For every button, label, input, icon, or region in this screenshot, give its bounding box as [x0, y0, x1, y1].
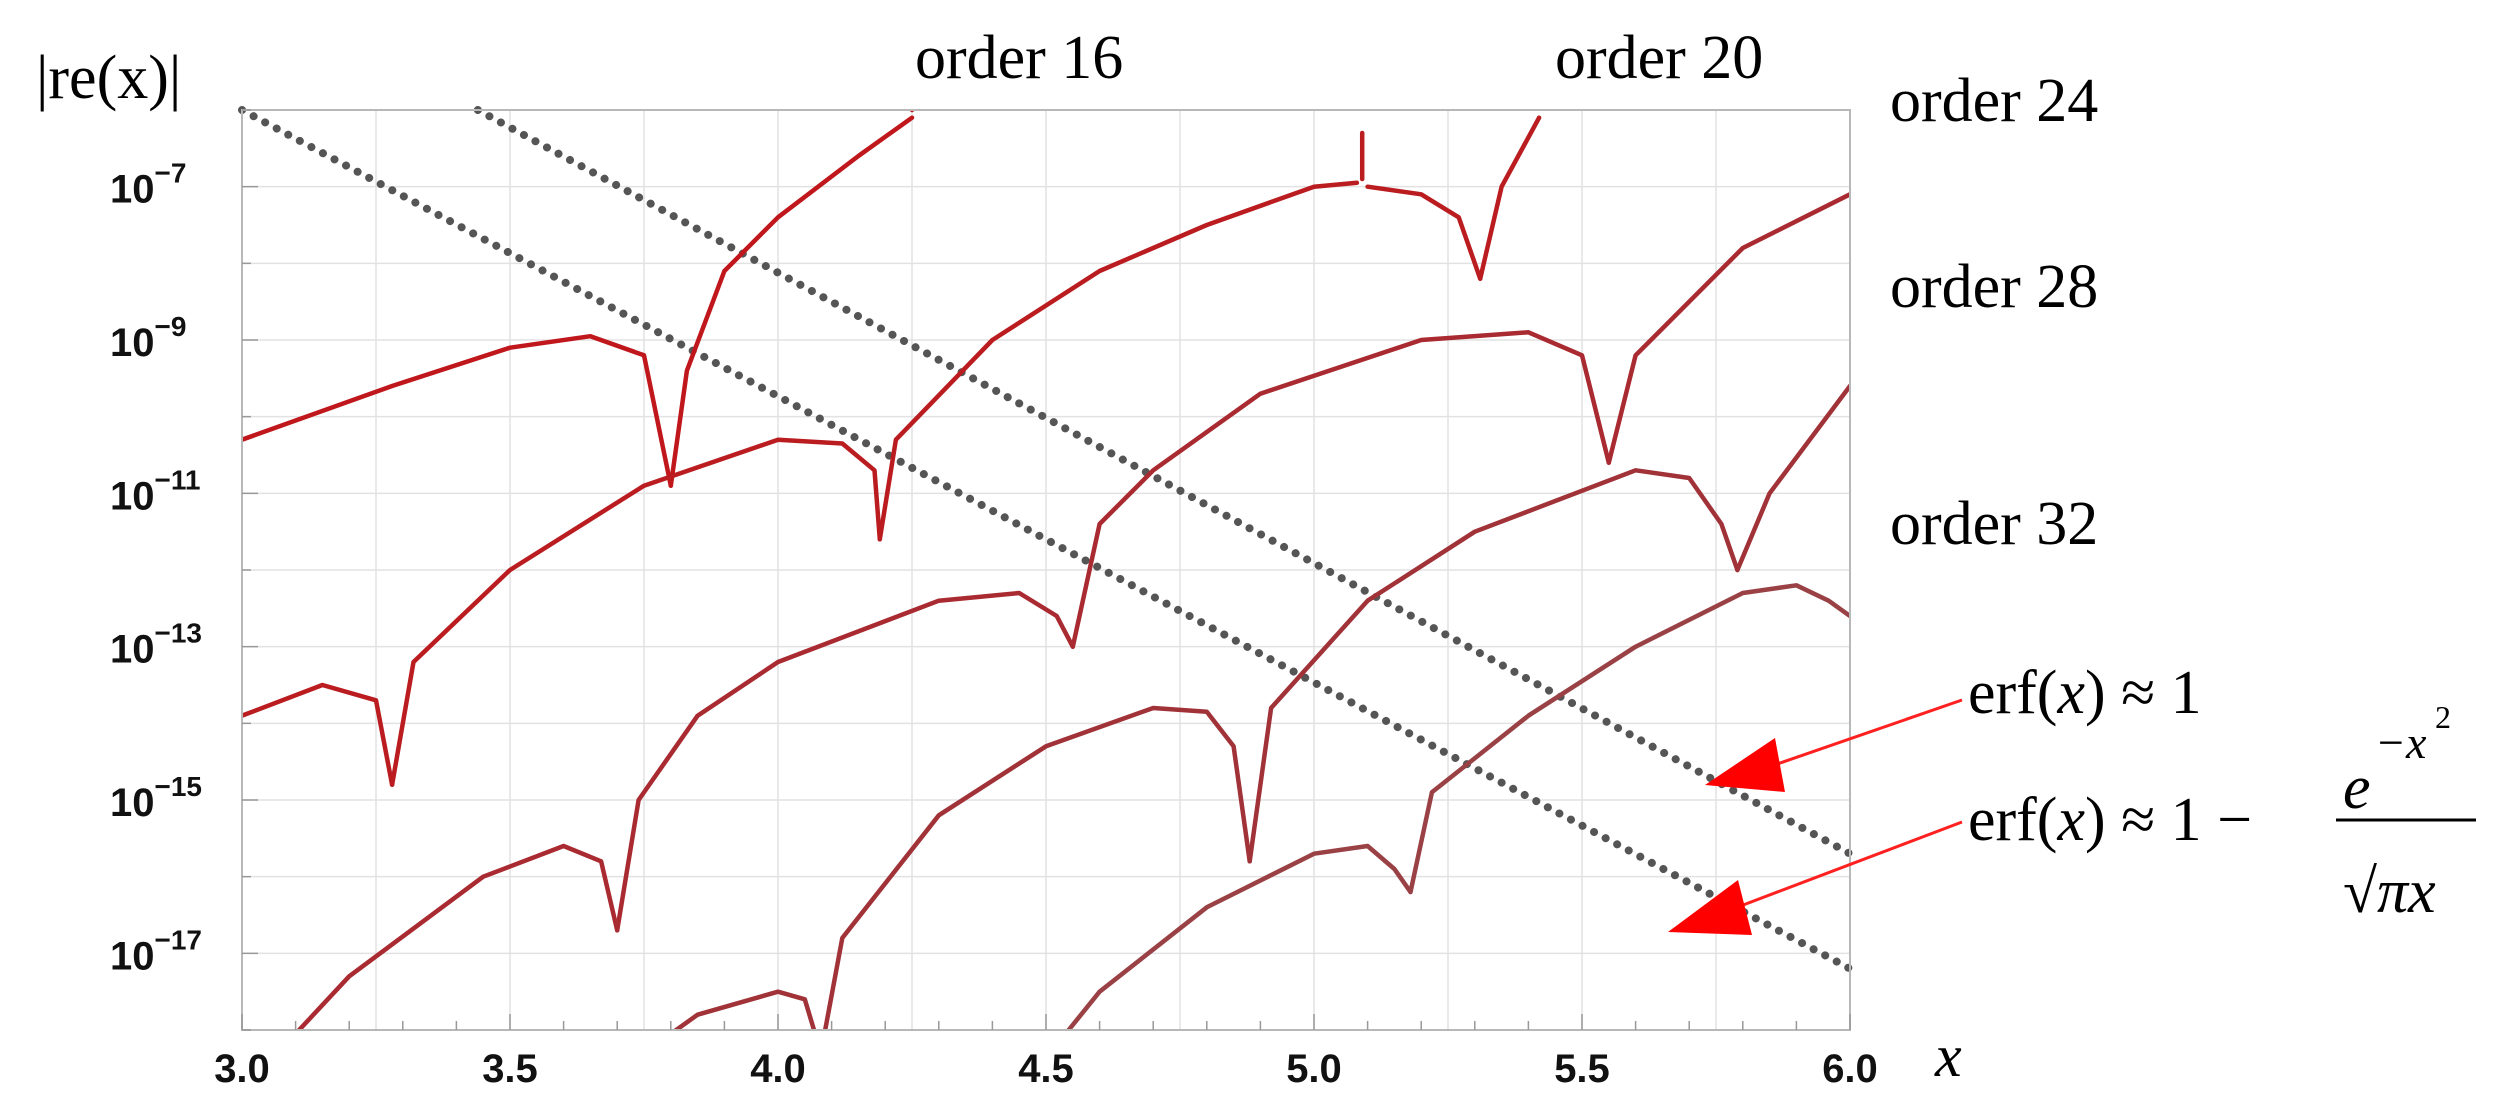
- y-tick-label: 10−7: [110, 158, 186, 212]
- x-tick-labels: 3.0 3.5 4.0 4.5 5.0 5.5 6.0: [214, 1047, 1878, 1091]
- y-tick-base: 10: [110, 168, 155, 212]
- x-tick-label: 6.0: [1822, 1047, 1878, 1091]
- x-tick-label: 4.5: [1018, 1047, 1074, 1091]
- y-tick-exponent: −15: [155, 771, 203, 802]
- order-label-24: order 24: [1890, 67, 2098, 135]
- x-tick-label: 5.5: [1554, 1047, 1610, 1091]
- annotation-erf-approx-2: erf(x) ≈ 1 − e −x 2 √πx: [1668, 699, 2476, 935]
- erf2-numerator-exp2: 2: [2435, 699, 2451, 735]
- y-tick-base: 10: [110, 628, 155, 672]
- series-4-segment-3: [1247, 468, 1740, 864]
- erf2-denominator: √πx: [2343, 858, 2436, 926]
- y-tick-base: 10: [110, 934, 155, 978]
- dotted-line-1: [238, 106, 1854, 973]
- series-2-segment-1: [242, 682, 395, 787]
- erf2-suffix: ) ≈ 1 −: [2085, 786, 2252, 854]
- svg-text:erf(x) ≈ 1 −: erf(x) ≈ 1 −: [1968, 786, 2252, 854]
- y-tick-base: 10: [110, 474, 155, 518]
- curves: [242, 110, 1850, 1030]
- dotted-line-2: [473, 106, 1854, 858]
- series-4-segment-4: [1735, 383, 1850, 573]
- erf1-var: x: [2056, 659, 2085, 727]
- y-tick-exponent: −9: [155, 311, 187, 342]
- y-axis-label: |re(x)|: [36, 44, 181, 112]
- x-tick-label: 3.5: [482, 1047, 538, 1091]
- y-tick-label: 10−9: [110, 311, 186, 365]
- arrow-1-shaft: [1759, 698, 1963, 772]
- order-label-28: order 28: [1890, 253, 2098, 321]
- series-2-segment-5: [1365, 184, 1483, 281]
- order-label-16: order 16: [915, 24, 1123, 92]
- order-label-32: order 32: [1890, 490, 2098, 558]
- arrow-1-head: [1705, 738, 1785, 792]
- series-2-segment-2: [389, 437, 883, 787]
- erf2-numerator-exp: −x: [2375, 717, 2427, 768]
- arrow-2-head: [1668, 880, 1752, 935]
- series-5-segment-2: [1408, 583, 1850, 895]
- ticks: [241, 109, 1851, 1031]
- y-axis-label-text: |re(x)|: [36, 44, 181, 112]
- order-label-20: order 20: [1555, 24, 1763, 92]
- series-3-segment-2: [614, 590, 1076, 933]
- erf1-prefix: erf(: [1968, 659, 2057, 727]
- svg-text:|re(x)|: |re(x)|: [36, 44, 181, 112]
- y-tick-exponent: −7: [155, 158, 187, 189]
- svg-text:erf(x) ≈ 1: erf(x) ≈ 1: [1968, 659, 2202, 727]
- series-2-segment-3: [877, 180, 1360, 542]
- erf2-var: x: [2056, 786, 2085, 854]
- erf2-prefix: erf(: [1968, 786, 2057, 854]
- series-5-segment-1: [1065, 843, 1413, 1030]
- y-tick-label: 10−15: [110, 771, 202, 825]
- x-axis-label: x: [1934, 1023, 1962, 1089]
- y-tick-exponent: −17: [155, 924, 203, 955]
- series-1-segment-2: [668, 115, 915, 488]
- dotted-lines: [238, 106, 1854, 973]
- x-tick-label: 4.0: [750, 1047, 806, 1091]
- arrow-2-shaft: [1729, 820, 1963, 912]
- erf1-suffix: ) ≈ 1: [2085, 659, 2202, 727]
- series-4-segment-1: [672, 989, 817, 1030]
- x-tick-label: 5.0: [1286, 1047, 1342, 1091]
- y-tick-label: 10−13: [110, 618, 202, 672]
- series-3-segment-1: [296, 843, 620, 1030]
- annotation-erf-approx-1: erf(x) ≈ 1: [1705, 659, 2202, 792]
- y-tick-base: 10: [110, 321, 155, 365]
- y-tick-exponent: −11: [155, 464, 201, 495]
- y-tick-base: 10: [110, 781, 155, 825]
- y-tick-exponent: −13: [155, 618, 203, 649]
- y-tick-label: 10−17: [110, 924, 202, 978]
- series-3-segment-4: [1606, 192, 1850, 465]
- series-1-segment-1: [242, 333, 674, 488]
- x-tick-label: 3.0: [214, 1047, 270, 1091]
- series-3-segment-3: [1070, 330, 1612, 649]
- erf2-numerator-e: e: [2343, 754, 2371, 822]
- y-tick-label: 10−11: [110, 464, 200, 518]
- series-2-segment-6: [1477, 115, 1542, 281]
- series-4-segment-2: [822, 705, 1252, 1030]
